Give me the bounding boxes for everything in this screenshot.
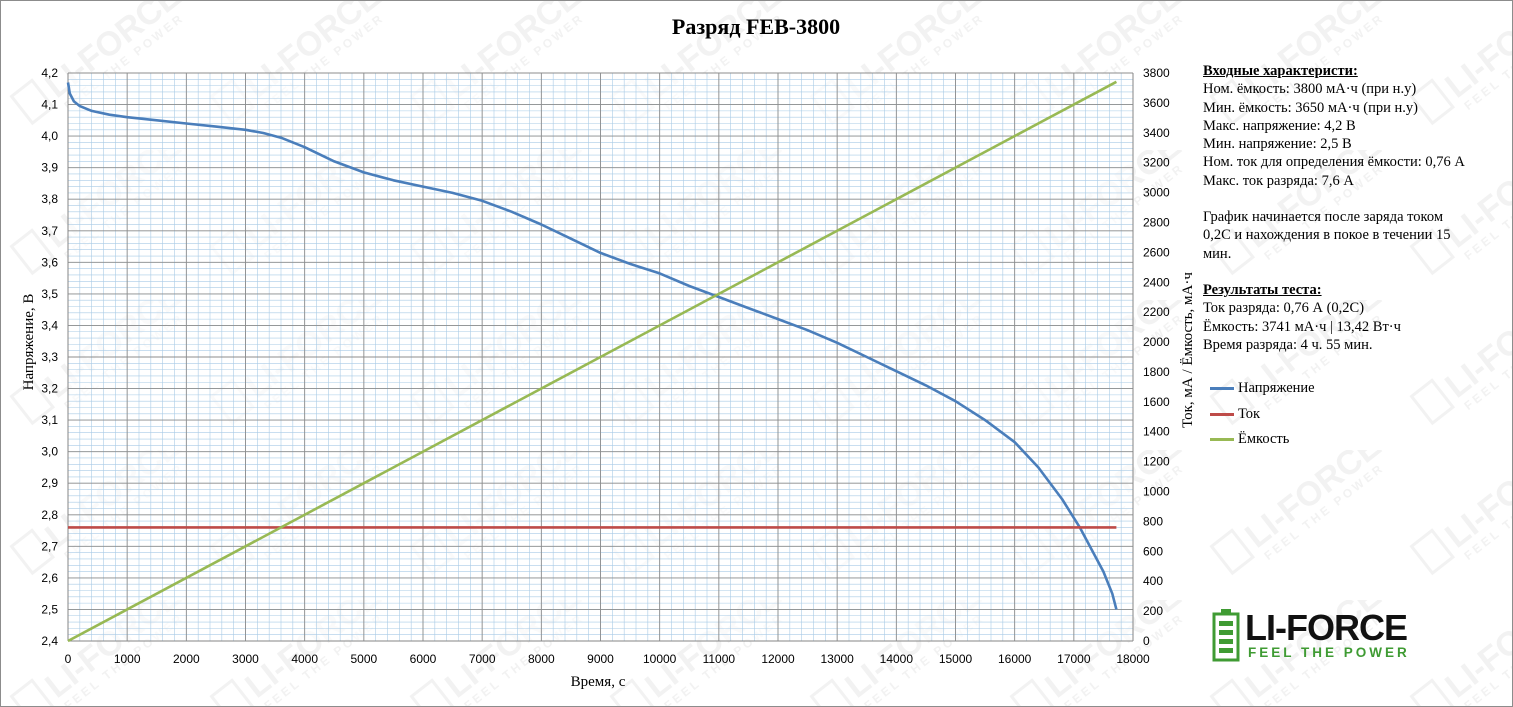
y-axis-right-label: Ток, мА / Ёмкость, мА·ч	[1179, 272, 1196, 428]
legend-swatch-voltage	[1210, 387, 1234, 391]
note-line: График начинается после заряда током	[1203, 209, 1444, 226]
input-line: Мин. ёмкость: 3650 мА·ч (при н.у)	[1203, 99, 1418, 116]
series-line-voltage	[66, 82, 1118, 610]
y-left-tick-label: 4,1	[41, 98, 58, 112]
x-tick-label: 2000	[173, 652, 200, 666]
y-left-tick-label: 2,9	[41, 476, 58, 490]
input-line: Мин. напряжение: 2,5 В	[1203, 136, 1352, 153]
x-tick-label: 12000	[761, 652, 795, 666]
x-tick-label: 10000	[643, 652, 677, 666]
y-left-tick-label: 3,3	[41, 350, 58, 364]
y-left-tick-label: 4,2	[41, 66, 58, 80]
input-line: Ном. ёмкость: 3800 мА·ч (при н.у)	[1203, 81, 1417, 98]
x-tick-label: 5000	[350, 652, 377, 666]
series	[66, 80, 1118, 643]
y-right-tick-label: 3000	[1143, 186, 1170, 200]
series-line-capacity	[67, 80, 1118, 643]
y-right-tick-label: 3600	[1143, 96, 1170, 110]
y-right-tick-label: 3400	[1143, 126, 1170, 140]
x-tick-label: 18000	[1116, 652, 1150, 666]
y-left-tick-label: 4,0	[41, 129, 58, 143]
y-right-tick-label: 1600	[1143, 395, 1170, 409]
y-left-tick-label: 2,4	[41, 634, 58, 648]
x-tick-label: 15000	[939, 652, 973, 666]
x-tick-label: 14000	[880, 652, 914, 666]
x-tick-label: 16000	[998, 652, 1032, 666]
chart-title: Разряд FEB-3800	[672, 14, 840, 39]
y-right-tick-label: 2200	[1143, 305, 1170, 319]
input-line: Ном. ток для определения ёмкости: 0,76 А	[1203, 154, 1465, 171]
legend-swatch-current	[1210, 412, 1234, 416]
y-axis-left-label: Напряжение, В	[21, 294, 37, 391]
y-left-tick-label: 3,5	[41, 287, 58, 301]
y-right-tick-label: 1800	[1143, 365, 1170, 379]
y-left-tick-label: 3,0	[41, 445, 58, 459]
y-right-tick-label: 1000	[1143, 485, 1170, 499]
chart-legend: Напряжение Ток Ёмкость	[1210, 376, 1315, 453]
y-right-tick-label: 1400	[1143, 425, 1170, 439]
note-line: 0,2С и нахождения в покое в течении 15	[1203, 227, 1451, 244]
x-tick-label: 9000	[587, 652, 614, 666]
brand-slogan: FEEL THE POWER	[1248, 645, 1410, 660]
y-left-tick-label: 3,7	[41, 224, 58, 238]
input-line: Макс. напряжение: 4,2 В	[1203, 117, 1356, 134]
y-right-tick-label: 3200	[1143, 156, 1170, 170]
y-right-tick-label: 0	[1143, 634, 1150, 648]
results-header: Результаты теста:	[1203, 281, 1322, 298]
y-right-tick-label: 800	[1143, 514, 1163, 528]
y-left-tick-label: 2,6	[41, 571, 58, 585]
y-left-tick-label: 2,5	[41, 602, 58, 616]
input-characteristics-header: Входные характеристи:	[1203, 63, 1358, 79]
note-line: мин.	[1203, 245, 1232, 262]
input-line: Макс. ток разряда: 7,6 А	[1203, 172, 1354, 189]
y-left-tick-label: 3,6	[41, 255, 58, 269]
y-left-tick-label: 2,7	[41, 539, 58, 553]
legend-label-voltage: Напряжение	[1238, 380, 1315, 397]
brand-name: LI-FORCE	[1245, 607, 1408, 648]
y-right-tick-label: 1200	[1143, 455, 1170, 469]
x-tick-label: 11000	[703, 652, 736, 666]
x-tick-label: 6000	[410, 652, 437, 666]
y-left-tick-label: 3,4	[41, 318, 58, 332]
y-right-tick-label: 2800	[1143, 215, 1170, 229]
y-right-tick-label: 200	[1143, 604, 1163, 618]
legend-label-capacity: Ёмкость	[1238, 431, 1290, 448]
result-line: Время разряда: 4 ч. 55 мин.	[1203, 336, 1373, 353]
brand-logo: LI-FORCE FEEL THE POWER	[1212, 608, 1437, 663]
y-left-tick-label: 3,9	[41, 161, 58, 175]
y-right-tick-label: 2400	[1143, 275, 1170, 289]
y-right-tick-label: 400	[1143, 574, 1163, 588]
x-tick-label: 13000	[820, 652, 854, 666]
legend-item-voltage: Напряжение	[1210, 376, 1315, 402]
battery-icon	[1212, 609, 1240, 662]
x-tick-label: 3000	[232, 652, 259, 666]
y-left-tick-label: 3,8	[41, 192, 58, 206]
y-right-tick-label: 2600	[1143, 245, 1170, 259]
y-left-tick-label: 3,2	[41, 382, 58, 396]
y-right-tick-label: 2000	[1143, 335, 1170, 349]
y-left-tick-label: 2,8	[41, 508, 58, 522]
legend-item-current: Ток	[1210, 402, 1315, 428]
axes: 0 1000 2000 3000 4000 5000 6000 7000 8000 9000 100…	[41, 66, 1170, 666]
result-line: Ёмкость: 3741 мА·ч | 13,42 Вт·ч	[1203, 318, 1401, 335]
x-tick-label: 1000	[114, 652, 141, 666]
info-panel: Входные характеристи: Ном. ёмкость: 3800…	[1203, 62, 1508, 354]
y-left-tick-label: 3,1	[41, 413, 58, 427]
legend-label-current: Ток	[1238, 405, 1261, 422]
y-right-tick-label: 3800	[1143, 66, 1170, 80]
x-tick-label: 17000	[1057, 652, 1091, 666]
x-tick-label: 0	[65, 652, 72, 666]
legend-swatch-capacity	[1210, 438, 1234, 442]
y-right-tick-label: 600	[1143, 544, 1163, 558]
result-line: Ток разряда: 0,76 А (0,2С)	[1203, 300, 1365, 317]
legend-item-capacity: Ёмкость	[1210, 427, 1315, 453]
x-tick-label: 7000	[469, 652, 496, 666]
x-tick-label: 8000	[528, 652, 555, 666]
x-tick-label: 4000	[291, 652, 318, 666]
x-axis-label: Время, с	[571, 674, 626, 690]
